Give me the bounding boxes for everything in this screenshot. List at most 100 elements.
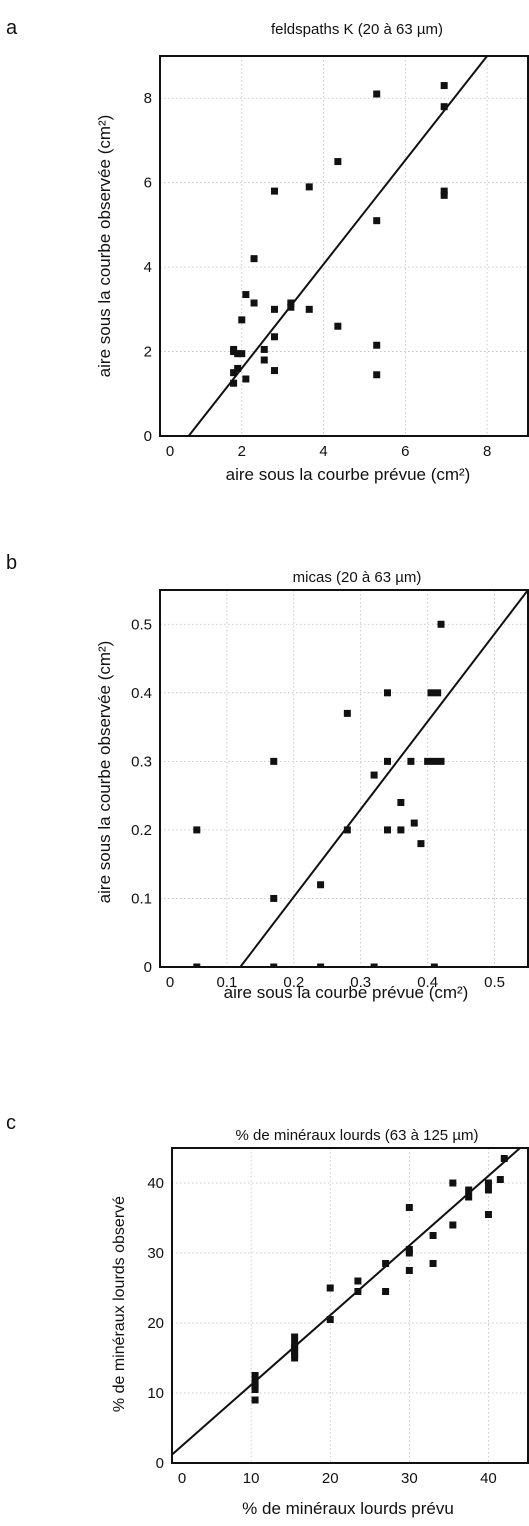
data-point bbox=[251, 1372, 259, 1379]
plot-frame bbox=[159, 55, 529, 437]
data-point bbox=[437, 620, 445, 628]
regression-line bbox=[172, 1148, 522, 1456]
panel-letter: c bbox=[6, 1112, 16, 1134]
data-point bbox=[370, 771, 378, 779]
data-point bbox=[373, 90, 381, 98]
data-point bbox=[234, 364, 242, 372]
data-point bbox=[373, 217, 381, 225]
y-tick-label: 10 bbox=[147, 1385, 164, 1402]
y-axis-label: % de minéraux lourds observé bbox=[111, 1196, 128, 1412]
regression-line bbox=[239, 590, 528, 967]
regression-line bbox=[187, 56, 488, 436]
data-point bbox=[500, 1155, 508, 1162]
data-point bbox=[383, 826, 391, 834]
y-tick-label: 0.4 bbox=[131, 685, 152, 702]
data-point bbox=[343, 826, 351, 834]
data-point bbox=[305, 183, 313, 191]
data-point bbox=[405, 1246, 413, 1253]
data-point bbox=[270, 757, 278, 765]
data-point bbox=[354, 1288, 362, 1295]
data-point bbox=[429, 1232, 437, 1239]
data-point bbox=[334, 322, 342, 330]
data-point bbox=[251, 1396, 259, 1404]
data-point bbox=[373, 371, 381, 379]
x-tick-label: 6 bbox=[401, 443, 409, 460]
x-tick-label: 0 bbox=[166, 974, 174, 991]
data-point bbox=[429, 1260, 437, 1267]
data-point bbox=[437, 757, 445, 765]
data-point bbox=[440, 187, 448, 195]
data-point bbox=[405, 1267, 413, 1274]
x-axis-label: aire sous la courbe prévue (cm²) bbox=[226, 465, 471, 484]
data-point bbox=[354, 1277, 362, 1285]
data-point bbox=[270, 894, 278, 902]
data-point bbox=[250, 255, 258, 263]
x-tick-label: 0.1 bbox=[216, 974, 237, 991]
data-point bbox=[250, 299, 258, 307]
data-point bbox=[440, 191, 448, 199]
data-point bbox=[465, 1186, 473, 1194]
data-point bbox=[305, 305, 313, 313]
data-point bbox=[270, 963, 278, 967]
data-point bbox=[230, 379, 238, 387]
y-tick-label: 0 bbox=[156, 1455, 164, 1472]
data-point bbox=[424, 757, 432, 765]
data-point bbox=[496, 1176, 504, 1183]
data-point bbox=[383, 757, 391, 765]
data-point bbox=[449, 1179, 457, 1187]
x-tick-label: 2 bbox=[238, 443, 246, 460]
chart-b: b micas (20 à 63 µm) 0 0.1 0.2 0.3 0.4 0.5 0 0.1 0… bbox=[6, 552, 529, 1002]
data-point bbox=[230, 345, 238, 353]
data-point bbox=[397, 798, 405, 806]
x-tick-label: 0.4 bbox=[417, 974, 438, 991]
chart-a: a feldspaths K (20 à 63 µm) 0 2 4 6 8 0 2 4 6 8 aire… bbox=[6, 17, 529, 484]
data-point bbox=[260, 356, 268, 364]
data-point bbox=[287, 303, 295, 311]
data-point bbox=[238, 316, 246, 324]
plot-frame bbox=[171, 1147, 529, 1464]
data-point bbox=[434, 689, 442, 697]
data-point bbox=[382, 1260, 390, 1267]
panel-letter: a bbox=[6, 17, 18, 39]
data-point bbox=[334, 158, 342, 166]
y-axis-label: aire sous la courbe observée (cm²) bbox=[95, 115, 114, 378]
data-point bbox=[242, 291, 250, 299]
chart-title: micas (20 à 63 µm) bbox=[293, 569, 422, 586]
data-point bbox=[440, 82, 448, 90]
data-point bbox=[251, 1379, 259, 1386]
x-tick-label: 40 bbox=[480, 1470, 497, 1487]
x-tick-label: 0.3 bbox=[350, 974, 371, 991]
data-point bbox=[383, 689, 391, 697]
data-point bbox=[234, 350, 242, 358]
panel-letter: b bbox=[6, 552, 17, 574]
data-point bbox=[382, 1288, 390, 1295]
data-point bbox=[230, 369, 238, 377]
data-point bbox=[484, 1186, 492, 1194]
x-tick-label: 8 bbox=[483, 443, 491, 460]
x-tick-label: 10 bbox=[243, 1470, 260, 1487]
y-tick-label: 20 bbox=[147, 1315, 164, 1332]
data-point bbox=[430, 963, 438, 967]
data-point bbox=[193, 826, 201, 834]
data-point bbox=[484, 1179, 492, 1187]
data-point bbox=[430, 757, 438, 765]
x-axis-label: aire sous la courbe prévue (cm²) bbox=[224, 983, 469, 1002]
chart-c: c % de minéraux lourds (63 à 125 µm) 0 10 20… bbox=[6, 1112, 529, 1518]
x-tick-label: 0 bbox=[166, 443, 174, 460]
data-point bbox=[417, 840, 425, 848]
x-tick-label: 0.5 bbox=[484, 974, 505, 991]
y-tick-label: 0.2 bbox=[131, 822, 152, 839]
data-point bbox=[242, 375, 250, 383]
y-tick-label: 0 bbox=[144, 428, 152, 445]
x-tick-label: 0 bbox=[178, 1470, 186, 1487]
x-tick-label: 20 bbox=[322, 1470, 339, 1487]
data-point bbox=[270, 367, 278, 375]
data-point bbox=[405, 1204, 413, 1211]
y-tick-label: 2 bbox=[144, 344, 152, 361]
data-point bbox=[373, 341, 381, 349]
data-point bbox=[343, 709, 351, 717]
data-point bbox=[260, 345, 268, 353]
data-point bbox=[270, 187, 278, 195]
plot-frame bbox=[159, 589, 529, 968]
